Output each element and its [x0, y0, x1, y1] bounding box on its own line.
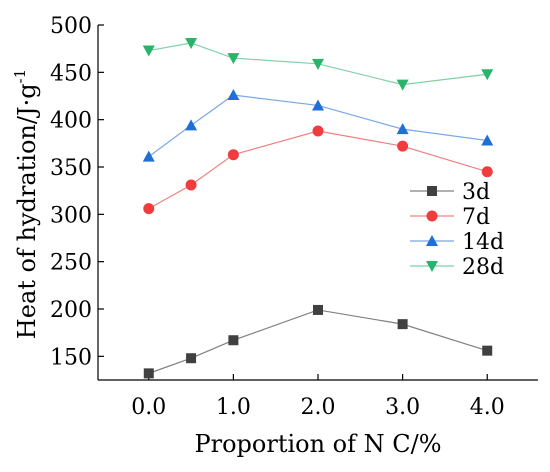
series-line-28d [148, 42, 488, 86]
data-point-3d [186, 353, 197, 364]
legend-label: 14d [462, 230, 504, 255]
data-point-3d [228, 335, 239, 346]
data-point-28d [185, 37, 198, 49]
data-point-3d [397, 319, 408, 330]
data-point-14d [312, 99, 324, 111]
data-point-7d [312, 125, 324, 137]
legend-marker [427, 186, 437, 196]
x-tick-label: 3.0 [385, 395, 420, 420]
y-axis-label-main: Heat of hydration/J·g [13, 83, 41, 339]
x-tick-label: 1.0 [216, 395, 251, 420]
y-tick-label: 500 [50, 14, 92, 39]
series-3d [143, 304, 493, 379]
data-point-28d [481, 69, 494, 81]
data-point-3d [313, 304, 323, 315]
data-point-3d [143, 368, 154, 379]
series-28d [142, 37, 494, 91]
y-tick-label: 200 [50, 298, 92, 323]
series-layer [142, 37, 494, 379]
series-line-14d [148, 94, 488, 158]
data-point-14d [185, 119, 198, 131]
y-tick-label: 150 [50, 345, 92, 370]
legend-item-7d: 7d [410, 205, 490, 230]
legend-label: 3d [462, 180, 490, 205]
data-point-7d [185, 179, 197, 191]
y-tick-label: 400 [50, 109, 92, 134]
x-tick-label: 0.0 [131, 395, 166, 420]
data-point-28d [227, 53, 240, 65]
data-point-28d [396, 79, 409, 91]
legend-item-3d: 3d [410, 180, 490, 205]
legend-item-14d: 14d [410, 230, 504, 255]
series-14d [142, 89, 494, 162]
series-7d [143, 125, 493, 215]
data-point-7d [143, 203, 155, 215]
x-axis-label: Proportion of N C/% [194, 430, 441, 458]
data-point-7d [481, 166, 493, 178]
legend-label: 7d [462, 205, 490, 230]
data-point-3d [482, 345, 493, 356]
y-axis-label: Heat of hydration/J·g-1 [11, 69, 41, 339]
y-tick-label: 250 [50, 251, 92, 276]
series-line-3d [148, 309, 488, 374]
data-point-7d [397, 140, 409, 152]
legend-label: 28d [462, 255, 504, 280]
x-tick-label: 4.0 [470, 395, 505, 420]
data-point-14d [481, 134, 494, 146]
legend-marker [426, 261, 438, 272]
data-point-14d [227, 89, 240, 101]
y-axis-label-superscript: -1 [11, 69, 29, 84]
legend-marker [426, 235, 438, 246]
legend-item-28d: 28d [410, 255, 504, 280]
legend-marker [426, 210, 438, 222]
data-point-14d [396, 123, 409, 135]
data-point-28d [312, 58, 324, 70]
axes-layer: 150 200 250 300 350 400 450 500 0.0 1.0 2.0 3.0 4.0 [50, 14, 538, 420]
x-tick-label: 2.0 [301, 395, 336, 420]
y-tick-label: 450 [50, 61, 92, 86]
data-point-14d [142, 150, 155, 162]
data-point-7d [227, 149, 239, 161]
y-tick-label: 300 [50, 203, 92, 228]
y-tick-label: 350 [50, 156, 92, 181]
series-line-7d [148, 130, 488, 210]
data-point-28d [142, 45, 155, 57]
